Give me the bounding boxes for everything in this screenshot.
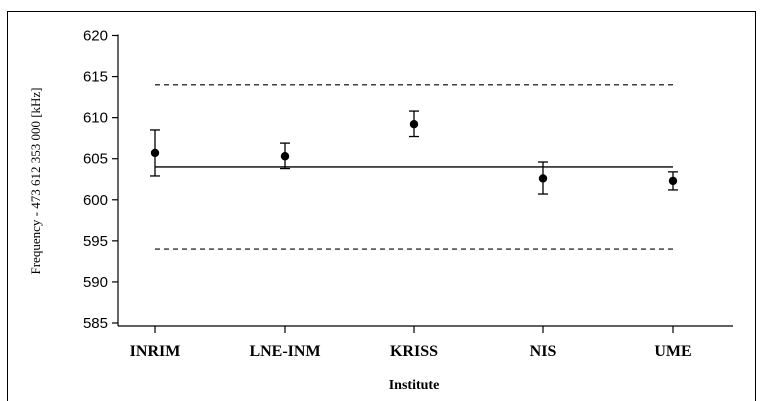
reference-lines bbox=[155, 84, 673, 250]
x-tick-label: UME bbox=[654, 343, 691, 360]
y-tick-label: 605 bbox=[83, 151, 108, 168]
x-tick-label: NIS bbox=[530, 343, 557, 360]
y-tick-label: 585 bbox=[83, 315, 108, 332]
point-NIS bbox=[538, 161, 548, 195]
y-tick-label: 595 bbox=[83, 233, 108, 250]
data-point bbox=[150, 148, 160, 158]
x-tick-label: INRIM bbox=[130, 343, 181, 360]
axis-labels: 585 590 595 600 605 610 615 620 INRIM LNE-INM KRIS… bbox=[28, 28, 692, 394]
point-LNE-INM bbox=[280, 142, 290, 170]
point-INRIM bbox=[150, 129, 160, 177]
y-tick-label: 615 bbox=[83, 69, 108, 86]
point-KRISS bbox=[409, 110, 419, 138]
y-axis-title: Frequency - 473 612 353 000 [kHz] bbox=[28, 87, 43, 274]
axes bbox=[112, 34, 733, 333]
x-axis-title: Institute bbox=[389, 378, 440, 393]
y-tick-label: 610 bbox=[83, 110, 108, 127]
y-tick-label: 620 bbox=[83, 28, 108, 45]
data-point bbox=[668, 176, 678, 186]
data-point bbox=[538, 174, 548, 183]
data-point bbox=[409, 120, 419, 129]
data-points bbox=[150, 110, 678, 195]
data-point bbox=[280, 152, 290, 161]
x-tick-label: LNE-INM bbox=[249, 343, 320, 360]
frame-border-left bbox=[7, 11, 8, 401]
y-tick-label: 590 bbox=[83, 274, 108, 291]
point-UME bbox=[668, 171, 678, 191]
y-tick-label: 600 bbox=[83, 192, 108, 209]
frame-border-right bbox=[755, 11, 756, 401]
frame-border-top bbox=[7, 11, 756, 12]
x-tick-label: KRISS bbox=[390, 343, 438, 360]
